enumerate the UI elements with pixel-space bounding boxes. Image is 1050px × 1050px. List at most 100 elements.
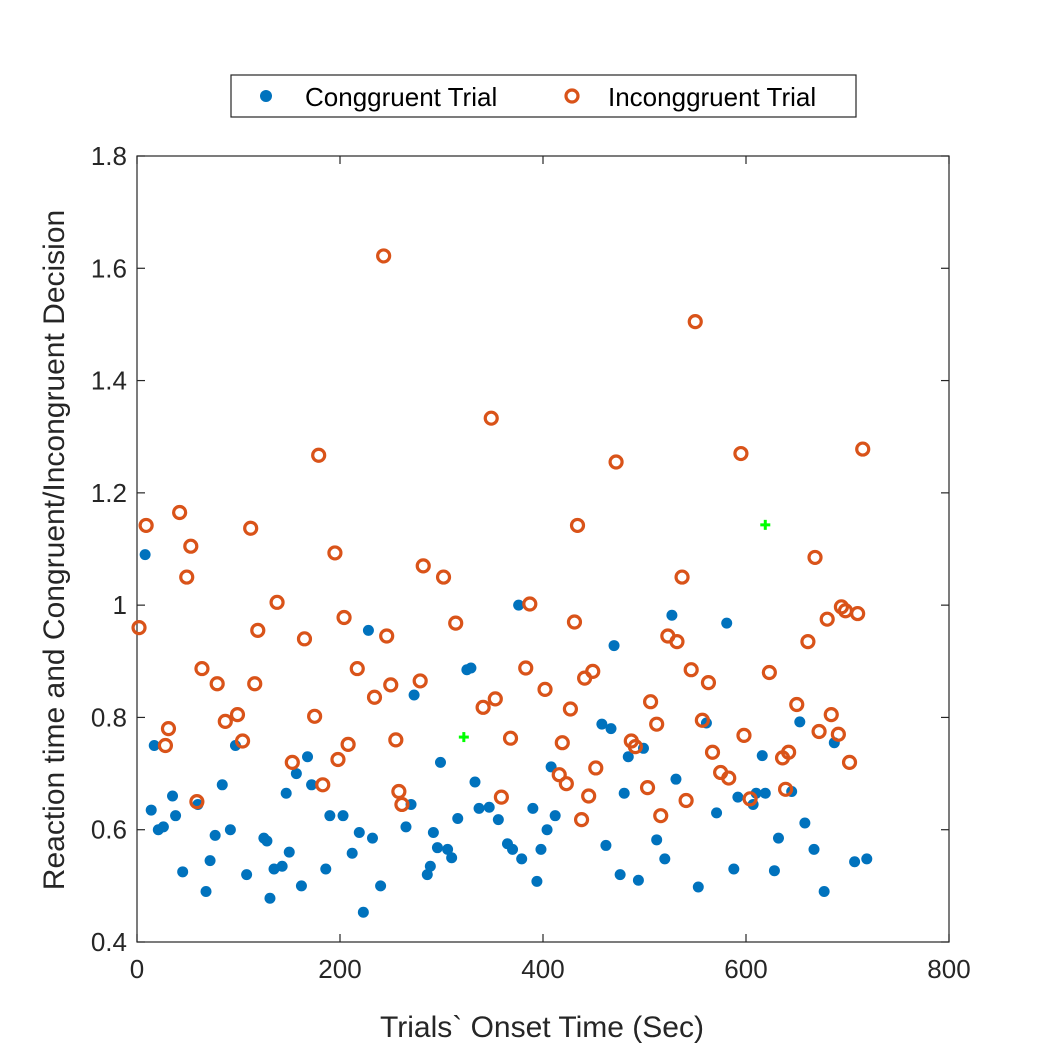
incongruent-point (229, 707, 246, 723)
incongruent-point (585, 663, 601, 679)
congruent-point (732, 791, 744, 803)
congruent-point (799, 817, 811, 829)
incongruent-point (194, 660, 210, 677)
congruent-point (759, 787, 771, 799)
incongruent-point (850, 605, 866, 622)
incongruent-point (653, 808, 669, 824)
incongruent-point (551, 767, 567, 783)
legend-box (230, 74, 857, 118)
congruent-point (473, 802, 485, 814)
congruent-point (177, 866, 189, 878)
congruent-point (622, 751, 634, 763)
congruent-point (507, 843, 519, 855)
congruent-point (750, 787, 762, 799)
congruent-point (541, 824, 553, 836)
incongruent-point (415, 558, 431, 574)
plot-frame (136, 155, 950, 943)
congruent-point (295, 880, 307, 892)
incongruent-point (704, 744, 721, 760)
incongruent-point (649, 716, 665, 732)
legend-marker-congruent (260, 90, 272, 102)
incongruent-point (683, 662, 699, 678)
incongruent-point (518, 660, 534, 676)
series-incongruent (131, 248, 871, 828)
incongruent-point (131, 619, 147, 636)
y-tick-label: 0.8 (91, 702, 127, 732)
incongruent-point (330, 751, 346, 768)
incongruent-point (172, 504, 188, 521)
incongruent-point (742, 791, 758, 807)
incongruent-point (807, 549, 823, 566)
congruent-point (139, 549, 151, 561)
congruent-point (216, 779, 228, 791)
incongruent-point (830, 726, 846, 742)
incongruent-point (811, 723, 827, 740)
incongruent-point (573, 812, 590, 828)
congruent-point (861, 853, 873, 865)
congruent-point (424, 860, 436, 872)
x-axis-label: Trials` Onset Time (Sec) (380, 1011, 704, 1044)
congruent-point (209, 829, 221, 841)
incongruent-point (537, 681, 553, 697)
congruent-point (290, 768, 302, 780)
incongruent-point (475, 699, 491, 715)
incongruent-point (376, 248, 392, 264)
congruent-point (849, 856, 861, 868)
incongruent-point (800, 634, 816, 650)
incongruent-point (581, 788, 597, 804)
incongruent-point (448, 615, 464, 631)
incongruent-point (388, 732, 404, 748)
y-tick-label: 1.2 (91, 478, 127, 508)
congruent-point (283, 846, 295, 858)
congruent-point (492, 814, 504, 826)
incongruent-point (189, 794, 205, 810)
incongruent-point (855, 441, 871, 457)
legend-label-incongruent: Inconggruent Trial (608, 82, 816, 112)
y-tick-label: 1 (113, 590, 127, 620)
congruent-point (224, 824, 236, 836)
incongruent-point (721, 770, 737, 786)
congruent-point (527, 802, 539, 814)
congruent-point (531, 875, 543, 887)
incongruent-point (183, 538, 199, 554)
congruent-point (632, 874, 644, 886)
congruent-point (170, 810, 182, 822)
congruent-point (280, 787, 292, 799)
incongruent-point (781, 744, 797, 760)
incongruent-point (284, 754, 300, 770)
congruent-point (324, 810, 336, 822)
series-congruent (139, 549, 873, 918)
congruent-point (375, 880, 387, 892)
incongruent-point (674, 569, 690, 585)
incongruent-point (588, 760, 604, 776)
incongruent-point (138, 517, 154, 534)
congruent-point (362, 624, 374, 636)
incongruent-point (234, 733, 251, 749)
congruent-point (261, 835, 273, 847)
congruent-point (148, 740, 160, 751)
congruent-point (608, 640, 620, 652)
incongruent-point (327, 545, 343, 561)
incongruent-point (678, 792, 694, 809)
incongruent-point (562, 701, 579, 717)
incongruent-point (160, 721, 177, 737)
congruent-point (302, 751, 314, 763)
congruent-point (431, 842, 443, 854)
y-tick-label: 0.6 (91, 815, 127, 845)
incongruent-point (502, 730, 519, 746)
incongruent-point (157, 737, 174, 754)
congruent-point (666, 609, 678, 621)
congruent-point (357, 906, 369, 918)
incongruent-point (315, 777, 331, 793)
congruent-point (446, 852, 458, 864)
incongruent-point (383, 677, 399, 693)
x-tick-label: 600 (724, 954, 767, 984)
incongruent-point (179, 569, 195, 585)
congruent-point (818, 885, 830, 897)
legend: Conggruent Trial Inconggruent Trial (230, 74, 857, 118)
congruent-point (157, 821, 169, 833)
congruent-point (618, 787, 630, 799)
congruent-point (452, 812, 464, 824)
incongruent-point (483, 410, 499, 426)
